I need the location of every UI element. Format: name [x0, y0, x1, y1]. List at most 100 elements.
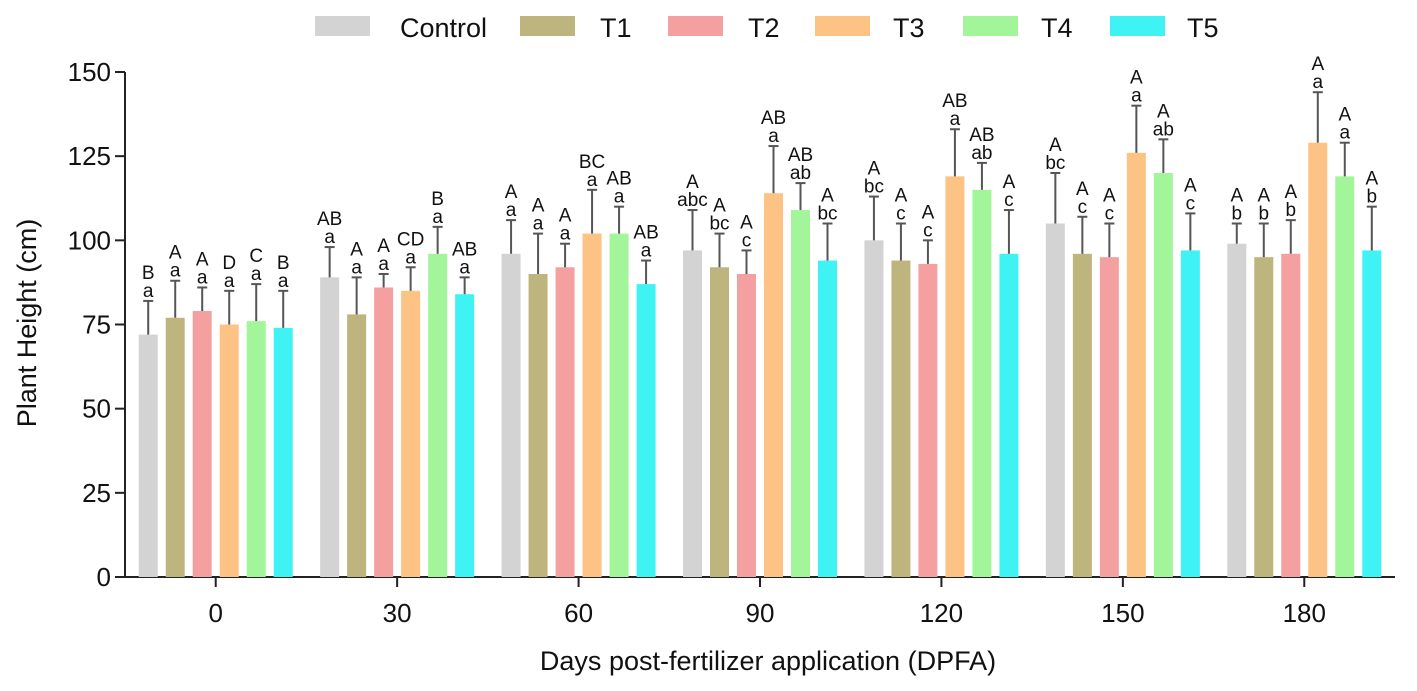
lowercase-letter: bc [817, 204, 837, 225]
y-tick-label: 50 [82, 394, 111, 424]
lowercase-letter: a [641, 241, 652, 262]
legend-label: T5 [1187, 13, 1219, 43]
legend-swatch [815, 16, 870, 36]
x-tick-label: 150 [1101, 598, 1144, 628]
uppercase-letter: AB [788, 145, 813, 166]
uppercase-letter: A [169, 243, 182, 264]
lowercase-letter: c [923, 220, 933, 241]
legend-label: T3 [893, 13, 925, 43]
bar [1153, 173, 1173, 577]
lowercase-letter: b [1258, 204, 1269, 225]
uppercase-letter: A [505, 182, 518, 203]
lowercase-letter: bc [709, 214, 729, 235]
uppercase-letter: A [377, 236, 390, 257]
x-tick-label: 30 [383, 598, 412, 628]
lowercase-letter: c [1078, 197, 1088, 218]
bar [501, 253, 521, 578]
uppercase-letter: A [740, 212, 753, 233]
uppercase-letter: A [1076, 179, 1089, 200]
uppercase-letter: AB [317, 209, 342, 230]
lowercase-letter: a [1312, 72, 1323, 93]
x-tick-label: 90 [746, 598, 775, 628]
bar [918, 263, 938, 577]
lowercase-letter: a [278, 271, 289, 292]
uppercase-letter: BC [579, 152, 605, 173]
y-axis-title: Plant Height (cm) [12, 219, 42, 428]
lowercase-letter: ab [1153, 119, 1174, 140]
bar [710, 267, 729, 577]
lowercase-letter: ab [971, 143, 992, 164]
legend-label: T1 [600, 13, 632, 43]
uppercase-letter: AB [942, 91, 967, 112]
bar [1227, 243, 1247, 577]
bar [1281, 253, 1301, 578]
lowercase-letter: ab [790, 163, 811, 184]
bar [1335, 176, 1355, 577]
bar [972, 189, 992, 578]
legend-swatch [1110, 16, 1165, 36]
bar [455, 294, 475, 577]
uppercase-letter: A [922, 202, 935, 223]
uppercase-letter: A [1338, 105, 1351, 126]
bar [1126, 152, 1146, 578]
lowercase-letter: a [170, 261, 181, 282]
lowercase-letter: a [506, 200, 517, 221]
y-tick-label: 150 [68, 57, 111, 87]
lowercase-letter: b [1366, 187, 1377, 208]
lowercase-letter: a [587, 170, 598, 191]
bar [374, 287, 394, 577]
bar [401, 290, 421, 577]
uppercase-letter: A [196, 249, 209, 270]
uppercase-letter: A [1230, 186, 1243, 207]
bar [246, 321, 266, 577]
uppercase-letter: A [559, 206, 572, 227]
bar [1099, 257, 1119, 577]
bar [737, 274, 756, 577]
legend-swatch [668, 16, 723, 36]
uppercase-letter: A [1049, 135, 1062, 156]
lowercase-letter: c [896, 204, 906, 225]
uppercase-letter: A [868, 159, 881, 180]
uppercase-letter: C [249, 246, 263, 267]
lowercase-letter: bc [864, 177, 884, 198]
bar [1045, 223, 1065, 577]
y-tick-label: 100 [68, 225, 111, 255]
uppercase-letter: A [1311, 54, 1324, 75]
lowercase-letter: b [1231, 204, 1242, 225]
bars-group [138, 142, 1382, 578]
bar [428, 253, 448, 578]
legend-label: Control [400, 13, 487, 43]
lowercase-letter: a [1339, 123, 1350, 144]
uppercase-letter: AB [606, 169, 631, 190]
bar [1180, 250, 1200, 577]
y-tick-label: 0 [97, 562, 111, 592]
bar [138, 334, 158, 577]
lowercase-letter: a [324, 227, 335, 248]
uppercase-letter: AB [761, 108, 786, 129]
x-tick-label: 60 [564, 598, 593, 628]
uppercase-letter: B [277, 253, 290, 274]
uppercase-letter: A [895, 186, 908, 207]
uppercase-letter: AB [452, 239, 477, 260]
bar [219, 324, 239, 577]
lowercase-letter: a [405, 247, 416, 268]
x-tick-label: 120 [920, 598, 963, 628]
uppercase-letter: A [1184, 175, 1197, 196]
uppercase-letter: B [142, 263, 155, 284]
lowercase-letter: a [197, 267, 208, 288]
legend-label: T4 [1041, 13, 1073, 43]
lowercase-letter: a [533, 214, 544, 235]
bar [1362, 250, 1382, 577]
lowercase-letter: a [432, 207, 443, 228]
x-axis-title: Days post-fertilizer application (DPFA) [540, 646, 996, 676]
uppercase-letter: A [821, 186, 834, 207]
uppercase-letter: A [686, 172, 699, 193]
uppercase-letter: AB [969, 125, 994, 146]
bar [555, 267, 575, 577]
bar [609, 233, 629, 577]
bar [818, 260, 837, 577]
uppercase-letter: A [350, 239, 363, 260]
y-tick-label: 25 [82, 478, 111, 508]
legend: Control T1 T2 T3 T4 T5 [315, 13, 1219, 43]
